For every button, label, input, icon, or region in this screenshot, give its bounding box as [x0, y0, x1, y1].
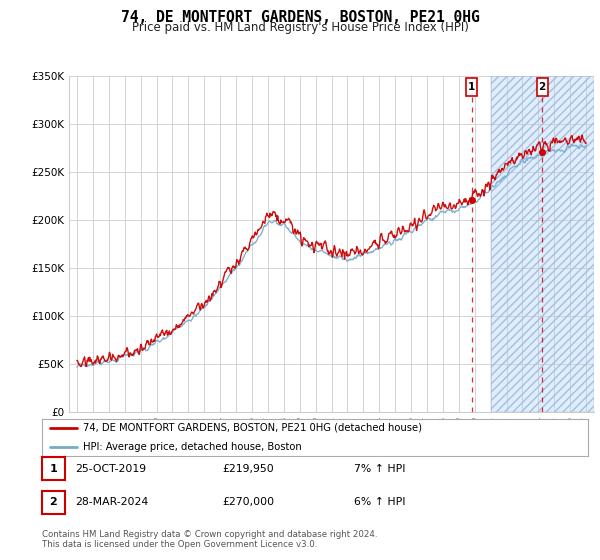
Text: Price paid vs. HM Land Registry's House Price Index (HPI): Price paid vs. HM Land Registry's House …: [131, 21, 469, 34]
Text: 6% ↑ HPI: 6% ↑ HPI: [354, 497, 406, 507]
Text: £219,950: £219,950: [222, 464, 274, 474]
FancyBboxPatch shape: [466, 78, 478, 96]
Text: 1: 1: [50, 464, 57, 474]
Text: 2: 2: [50, 497, 57, 507]
Text: 74, DE MONTFORT GARDENS, BOSTON, PE21 0HG (detached house): 74, DE MONTFORT GARDENS, BOSTON, PE21 0H…: [83, 423, 422, 433]
Text: This data is licensed under the Open Government Licence v3.0.: This data is licensed under the Open Gov…: [42, 540, 317, 549]
Text: 2: 2: [539, 82, 546, 92]
Bar: [491, 76, 594, 412]
Text: 25-OCT-2019: 25-OCT-2019: [75, 464, 146, 474]
Text: 74, DE MONTFORT GARDENS, BOSTON, PE21 0HG: 74, DE MONTFORT GARDENS, BOSTON, PE21 0H…: [121, 10, 479, 25]
Text: 7% ↑ HPI: 7% ↑ HPI: [354, 464, 406, 474]
Text: £270,000: £270,000: [222, 497, 274, 507]
Text: 1: 1: [468, 82, 475, 92]
Text: HPI: Average price, detached house, Boston: HPI: Average price, detached house, Bost…: [83, 442, 302, 452]
Text: Contains HM Land Registry data © Crown copyright and database right 2024.: Contains HM Land Registry data © Crown c…: [42, 530, 377, 539]
FancyBboxPatch shape: [536, 78, 548, 96]
Text: 28-MAR-2024: 28-MAR-2024: [75, 497, 148, 507]
Bar: [491, 76, 594, 412]
